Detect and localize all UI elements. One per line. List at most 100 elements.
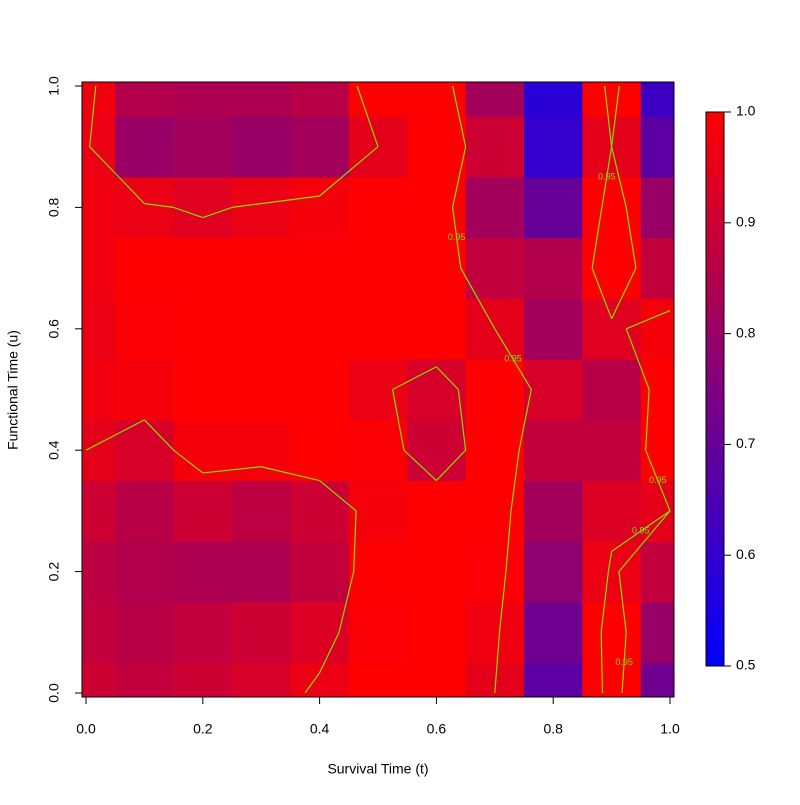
heat-cell [115, 541, 175, 603]
contour-line [173, 206, 203, 219]
heat-cell [290, 116, 350, 178]
heat-cell [407, 177, 467, 239]
heat-cell [290, 662, 350, 697]
heat-cell [524, 177, 583, 239]
contour-line [645, 449, 671, 512]
heat-cell [407, 419, 467, 482]
contour-line [607, 551, 613, 572]
heat-cell [173, 177, 233, 239]
heat-cell [465, 541, 525, 603]
y-tick-label: 0.0 [46, 683, 62, 703]
heat-cell [465, 177, 525, 239]
heat-cell [407, 82, 467, 117]
contour-line [600, 632, 604, 694]
heat-cell [115, 480, 175, 542]
contour-line [144, 203, 174, 208]
heat-cell [407, 298, 467, 360]
contour-line [452, 146, 467, 208]
heat-cell [640, 82, 674, 117]
heat-cell [82, 601, 116, 664]
contour-line [261, 195, 320, 205]
heat-cell [524, 359, 583, 421]
contour-line [645, 389, 650, 451]
heat-cell [290, 601, 350, 664]
contour-line [604, 85, 613, 147]
contour-line [403, 449, 437, 481]
contour-line [494, 328, 532, 390]
heat-cell [465, 237, 525, 299]
heat-cell [173, 662, 233, 697]
heat-cell [232, 116, 291, 178]
heat-cell [465, 601, 525, 664]
heat-cell [640, 541, 674, 603]
heat-cell [173, 359, 233, 421]
heat-cell [232, 298, 291, 360]
heat-cell [640, 419, 674, 482]
heat-cell [524, 419, 583, 482]
heat-cell [582, 601, 642, 664]
heat-cell [232, 82, 291, 117]
contour-line [591, 207, 603, 269]
heat-cell [640, 662, 674, 697]
contour-line [618, 571, 627, 633]
contour-line [611, 267, 637, 319]
contour-line [601, 146, 613, 208]
contour-line [392, 389, 405, 451]
heat-cell [290, 298, 350, 360]
heat-cell [115, 82, 175, 117]
contour-line [600, 571, 609, 633]
contour-line [611, 146, 627, 208]
heat-cell [524, 82, 583, 117]
contour-line [338, 571, 355, 633]
contour-line [261, 466, 320, 482]
contour-line [618, 510, 671, 572]
contour-line [518, 389, 532, 451]
heat-cell [82, 298, 116, 360]
heat-cell [290, 541, 350, 603]
contour-line [353, 510, 357, 572]
x-tick-label: 0.6 [427, 721, 447, 737]
heat-cell [524, 662, 583, 697]
heat-cell [115, 359, 175, 421]
x-tick-label: 1.0 [660, 721, 680, 737]
heat-cell [582, 359, 642, 421]
heat-cell [348, 541, 408, 603]
heat-cell [407, 662, 467, 697]
colorbar-tick-label: 1.0 [736, 103, 756, 119]
contour-line [89, 146, 145, 205]
heat-cell [82, 82, 116, 117]
heat-cell [582, 298, 642, 360]
contour-line [621, 632, 627, 694]
heat-cell [465, 662, 525, 697]
heat-cell [348, 419, 408, 482]
heat-cell [290, 177, 350, 239]
heat-cell [82, 480, 116, 542]
heat-cell [348, 601, 408, 664]
colorbar-tick-label: 0.8 [736, 324, 756, 340]
contour-label: 0.95 [598, 171, 616, 181]
contour-line [435, 366, 459, 390]
heat-cell [173, 237, 233, 299]
contour-line [625, 328, 650, 390]
heat-cell [115, 662, 175, 697]
heat-cell [290, 237, 350, 299]
heat-cell [232, 237, 291, 299]
heat-cell [582, 419, 642, 482]
colorbar-tick-label: 0.6 [736, 546, 756, 562]
heat-cell [232, 359, 291, 421]
heat-cell [582, 541, 642, 603]
contour-line [319, 146, 379, 197]
heat-cell [582, 480, 642, 542]
contour-line [85, 419, 145, 451]
heat-cell [290, 419, 350, 482]
contour-line [89, 85, 97, 147]
heat-cell [82, 419, 116, 482]
y-tick-label: 0.8 [46, 197, 62, 217]
contour-label: 0.95 [649, 475, 667, 485]
contour-line [625, 207, 637, 269]
contour-line [143, 419, 175, 451]
heat-cell [232, 601, 291, 664]
contour-line [202, 466, 262, 474]
heat-cell [407, 480, 467, 542]
